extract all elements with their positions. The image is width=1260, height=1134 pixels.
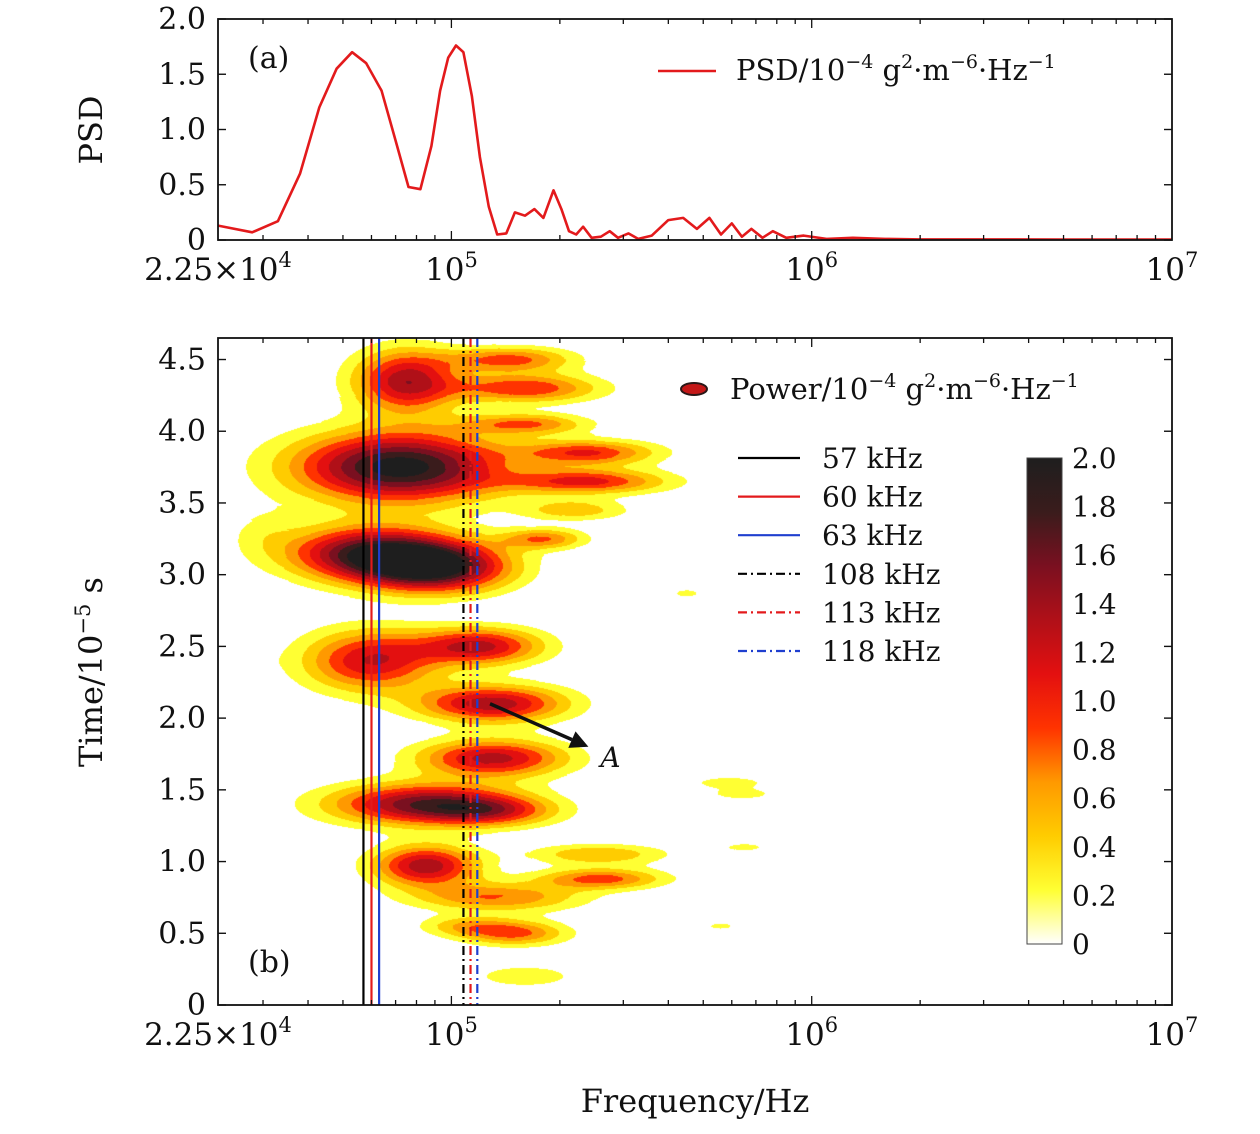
reference-legend-label: 63 kHz: [822, 519, 923, 552]
reference-legend-label: 113 kHz: [822, 596, 940, 629]
panel-b-ytick-label: 2.5: [158, 629, 206, 664]
panel-b-ytick-label: 0: [187, 988, 206, 1023]
heatmap-image: [218, 338, 1172, 1005]
panel-a-ytick-label: 0: [187, 223, 206, 258]
panel-b-xtick-label: 105: [425, 1013, 478, 1053]
colorbar-tick-label: 1.8: [1072, 491, 1117, 524]
panel-b-ytick-label: 4.0: [158, 414, 206, 449]
panel-b-ytick-label: 2.0: [158, 701, 206, 736]
panel-b-ytick-label: 3.0: [158, 558, 206, 593]
colorbar-tick-label: 0.8: [1072, 734, 1117, 767]
panel-a-xtick-label: 107: [1146, 248, 1199, 288]
colorbar-tick-label: 1.4: [1072, 588, 1117, 621]
panel-b: 0 0.5 1.0 1.5 2.0 2.5 3.0 3.5 4.0 4.5 2.25×104 105 1…: [71, 337, 1198, 1120]
psd-series: [218, 44, 1172, 240]
panel-b-xtick-label: 106: [785, 1013, 838, 1053]
panel-a-ytick-label: 1.0: [158, 113, 206, 148]
panel-a-ylabel: PSD: [72, 95, 110, 164]
colorbar-tick-label: 1.2: [1072, 636, 1117, 669]
colorbar-bar: [1026, 457, 1063, 945]
reference-lines: [362, 338, 479, 1005]
panel-b-ytick-label: 0.5: [158, 916, 206, 951]
colorbar-tick-label: 1.6: [1072, 539, 1117, 572]
power-legend: Power/10−4 g2·m−6·Hz−1: [680, 370, 1079, 406]
panel-b-ticks: 0 0.5 1.0 1.5 2.0 2.5 3.0 3.5 4.0 4.5 2.25×104 105 1…: [144, 338, 1198, 1053]
colorbar-tick-label: 1.0: [1072, 685, 1117, 718]
colorbar-tick-label: 0.4: [1072, 831, 1117, 864]
panel-b-ytick-label: 1.0: [158, 845, 206, 880]
annotation-arrow-shaft: [489, 702, 573, 742]
panel-b-label: (b): [248, 945, 291, 980]
annotation-label: A: [597, 741, 620, 774]
reference-legend-label: 60 kHz: [822, 481, 923, 514]
panel-a-ytick-label: 1.5: [158, 57, 206, 92]
psd-line: [218, 44, 1172, 240]
colorbar-tick-label: 0.6: [1072, 782, 1117, 815]
colorbar-tick-label: 0.2: [1072, 879, 1117, 912]
colorbar: 0 0.2 0.4 0.6 0.8 1.0 1.2 1.4 1.6 1.8 2.0: [1026, 442, 1117, 961]
colorbar-tick-label: 0: [1072, 928, 1090, 961]
panel-a-label: (a): [248, 41, 289, 76]
panel-b-xlabel: Frequency/Hz: [581, 1082, 810, 1120]
annotation-arrow-head: [568, 731, 589, 748]
colorbar-tick-label: 2.0: [1072, 442, 1117, 475]
panel-a-legend: PSD/10−4 g2·m−6·Hz−1: [658, 51, 1056, 87]
panel-b-xtick-label: 107: [1146, 1013, 1199, 1053]
panel-b-frame: [217, 337, 1173, 1006]
panel-b-ytick-label: 1.5: [158, 773, 206, 808]
panel-a-ticks: 0 0.5 1.0 1.5 2.0 2.25×104 105 106 107: [144, 2, 1198, 288]
reference-legend-label: 108 kHz: [822, 558, 940, 591]
panel-a-xtick-label: 106: [785, 248, 838, 288]
panel-b-ylabel: Time/10−5 s: [71, 577, 110, 767]
reference-legend: 57 kHz 60 kHz 63 kHz 108 kHz 113 kHz 118 kHz: [738, 442, 940, 668]
panel-a-xtick-label: 105: [425, 248, 478, 288]
reference-legend-label: 118 kHz: [822, 635, 940, 668]
panel-a: 0 0.5 1.0 1.5 2.0 2.25×104 105 106 107 (a) PSD P…: [72, 2, 1198, 288]
reference-legend-label: 57 kHz: [822, 442, 923, 475]
annotation-arrow: [489, 702, 589, 748]
panel-a-xtick-label: 2.25×104: [144, 248, 292, 288]
panel-a-legend-label: PSD/10−4 g2·m−6·Hz−1: [736, 51, 1056, 87]
power-legend-swatch: [680, 382, 708, 396]
panel-b-ytick-label: 3.5: [158, 486, 206, 521]
power-legend-label: Power/10−4 g2·m−6·Hz−1: [730, 370, 1079, 406]
panel-a-ytick-label: 2.0: [158, 2, 206, 37]
panel-a-ytick-label: 0.5: [158, 168, 206, 203]
panel-b-xtick-label: 2.25×104: [144, 1013, 292, 1053]
power-heatmap: [218, 338, 1172, 1005]
panel-b-ytick-label: 4.5: [158, 343, 206, 378]
